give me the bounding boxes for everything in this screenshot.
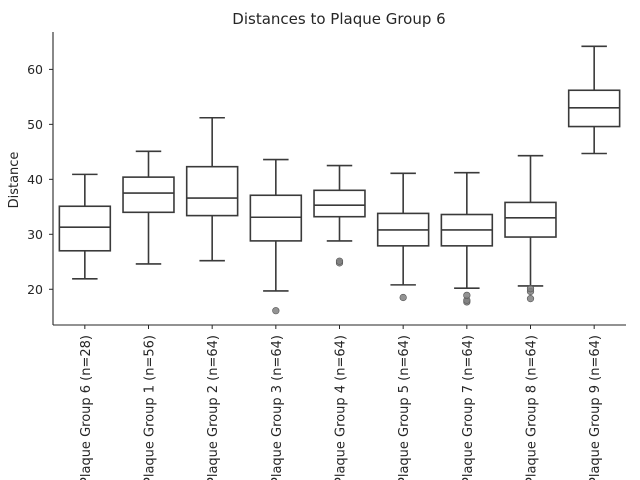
y-tick-label: 30 xyxy=(27,227,43,242)
outlier-point xyxy=(399,293,407,302)
y-tick-label: 40 xyxy=(27,172,43,187)
x-tick-label: Plaque Group 5 (n=64) xyxy=(397,335,412,480)
x-tick-labels: Plaque Group 6 (n=28) Plaque Group 1 (n=5… xyxy=(79,325,603,480)
box-group xyxy=(440,171,494,306)
box-group xyxy=(122,150,175,265)
outlier-point xyxy=(526,285,535,293)
y-tick-label: 50 xyxy=(27,117,43,132)
box-group xyxy=(504,154,557,303)
box-group xyxy=(58,173,112,280)
outlier-point xyxy=(335,257,344,265)
box-iqr xyxy=(504,201,557,238)
x-tick-label: Plaque Group 4 (n=64) xyxy=(334,335,349,480)
box-group xyxy=(185,116,239,262)
box-iqr xyxy=(185,165,239,217)
x-tick-label: Plaque Group 7 (n=64) xyxy=(461,335,476,480)
box-iqr xyxy=(313,189,366,218)
y-tick-labels: 20 30 40 50 60 xyxy=(27,62,53,297)
outlier-point xyxy=(526,295,535,303)
box-group xyxy=(376,172,430,302)
x-tick-label: Plaque Group 9 (n=64) xyxy=(588,335,603,480)
y-axis-label: Distance xyxy=(7,152,22,209)
x-tick-label: Plaque Group 1 (n=56) xyxy=(143,335,158,480)
outlier-point xyxy=(272,307,280,315)
x-tick-label: Plaque Group 3 (n=64) xyxy=(270,335,285,480)
chart-title: Distances to Plaque Group 6 xyxy=(232,10,445,28)
box-iqr xyxy=(122,176,175,214)
outlier-point xyxy=(463,291,471,299)
boxes-layer xyxy=(58,45,621,315)
x-tick-label: Plaque Group 6 (n=28) xyxy=(79,335,94,480)
box-group xyxy=(249,158,303,315)
box-group xyxy=(567,45,621,155)
box-group xyxy=(313,164,366,267)
x-tick-label: Plaque Group 8 (n=64) xyxy=(525,335,540,480)
y-tick-label: 20 xyxy=(27,282,43,297)
x-tick-label: Plaque Group 2 (n=64) xyxy=(206,335,221,480)
y-tick-label: 60 xyxy=(27,62,43,77)
box-iqr xyxy=(249,194,303,242)
box-iqr xyxy=(58,205,112,252)
